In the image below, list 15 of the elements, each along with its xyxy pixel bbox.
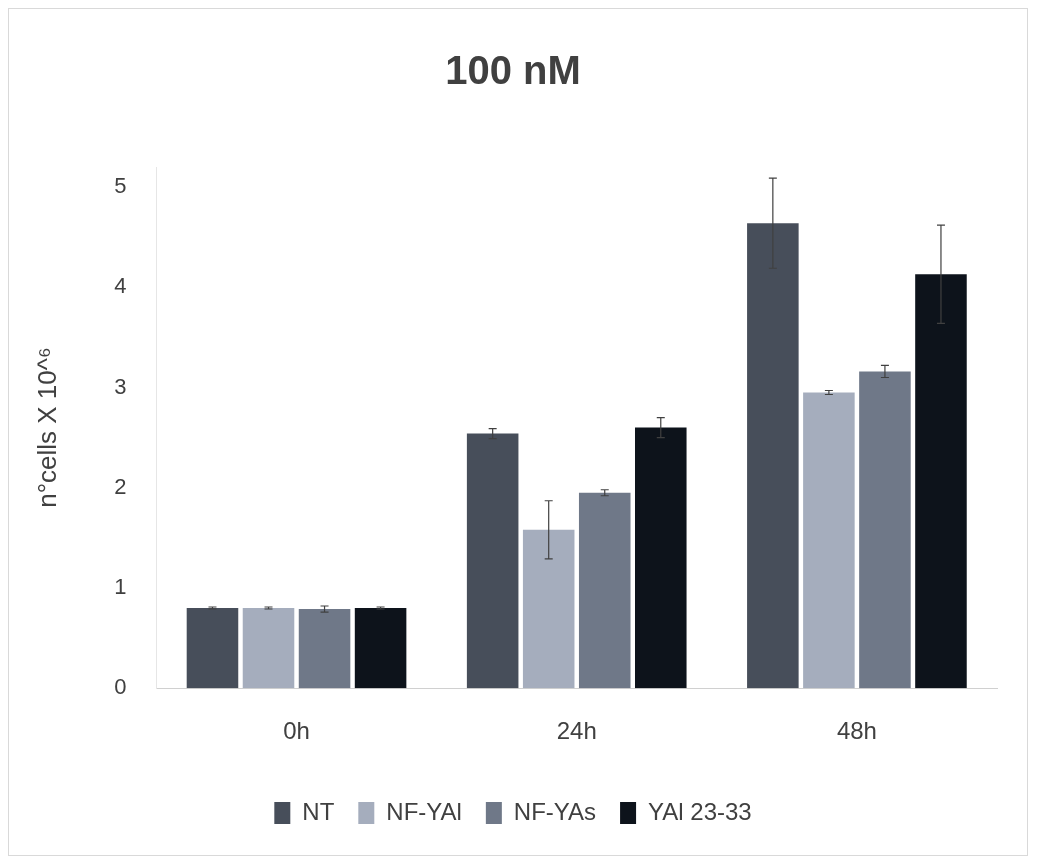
legend-label: YAl 23-33 bbox=[648, 797, 752, 825]
x-tick-label: 48h bbox=[836, 717, 877, 745]
legend-label: NT bbox=[302, 797, 335, 825]
x-tick-label: 0h bbox=[283, 717, 310, 745]
y-tick-label: 4 bbox=[114, 273, 127, 299]
legend-label: NF-YAl bbox=[386, 797, 462, 825]
y-axis-title: n°cells X 10^⁶ bbox=[31, 347, 62, 508]
legend-label: NF-YAs bbox=[513, 797, 597, 825]
y-tick-label: 1 bbox=[114, 574, 127, 600]
chart-title: 100 nM bbox=[445, 48, 581, 93]
y-tick-label: 2 bbox=[114, 473, 127, 499]
y-tick-label: 3 bbox=[114, 373, 127, 399]
y-tick-label: 0 bbox=[114, 674, 127, 700]
y-tick-label: 5 bbox=[114, 173, 127, 199]
x-tick-label: 24h bbox=[556, 717, 597, 745]
